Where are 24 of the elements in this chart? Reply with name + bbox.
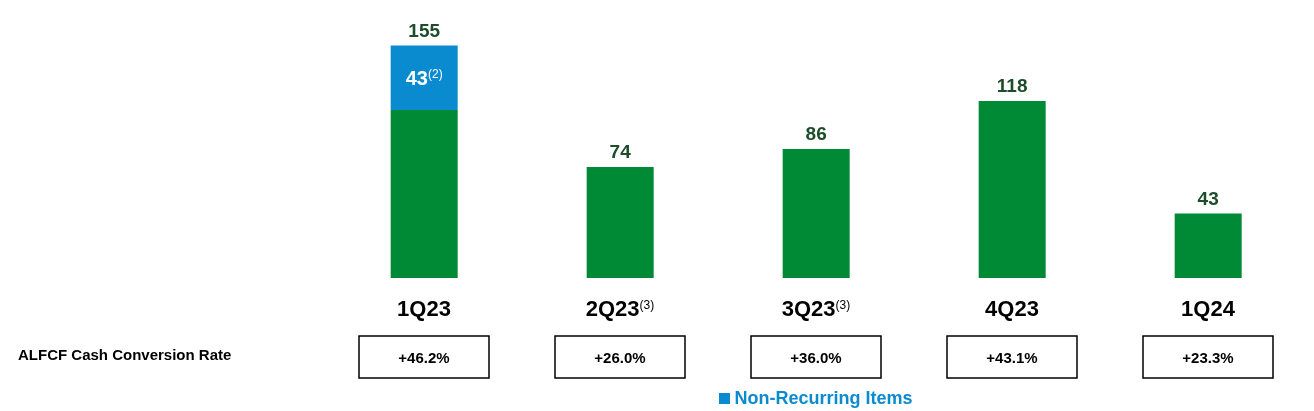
bar bbox=[390, 45, 458, 110]
data-label: 43$^{(2)}$ bbox=[405, 66, 443, 89]
x-tick-label: 3Q23$^{(3)}$ bbox=[781, 296, 851, 321]
text: ALFCF Cash Conversion Rate bbox=[18, 346, 232, 363]
text: +23.3% bbox=[1182, 349, 1234, 366]
total-label: 43 bbox=[1197, 187, 1219, 209]
x-tick-label: 1Q24 bbox=[1181, 296, 1236, 321]
total-label: 86 bbox=[805, 123, 827, 144]
text: +43.1% bbox=[986, 349, 1038, 366]
bar bbox=[586, 167, 654, 278]
legend-label: Non-Recurring Items bbox=[734, 388, 913, 409]
total-label: 74 bbox=[609, 141, 632, 162]
text: +26.0% bbox=[594, 349, 646, 366]
bar bbox=[978, 101, 1046, 278]
total-label: 155 bbox=[408, 19, 441, 41]
text: +36.0% bbox=[790, 349, 842, 366]
x-tick-label: 2Q23$^{(3)}$ bbox=[585, 296, 655, 321]
x-tick-label: 4Q23 bbox=[985, 296, 1039, 321]
bar bbox=[782, 149, 850, 278]
text: +46.2% bbox=[398, 349, 450, 366]
bar bbox=[1174, 213, 1242, 278]
bar bbox=[390, 110, 458, 278]
x-tick-label: 1Q23 bbox=[397, 296, 451, 321]
total-label: 118 bbox=[996, 75, 1028, 96]
